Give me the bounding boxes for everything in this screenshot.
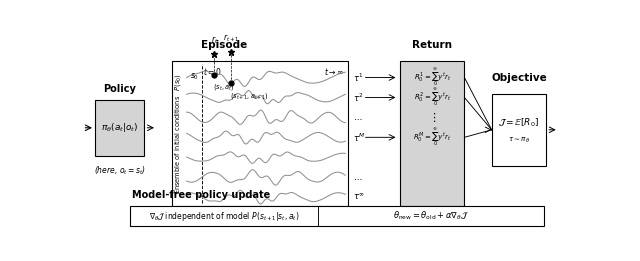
- Text: Policy: Policy: [103, 84, 136, 94]
- FancyBboxPatch shape: [492, 94, 547, 166]
- Text: $\theta_{\mathrm{new}} = \theta_{\mathrm{old}} + \alpha\nabla_\theta \mathcal{J}: $\theta_{\mathrm{new}} = \theta_{\mathrm…: [393, 210, 469, 222]
- FancyBboxPatch shape: [95, 100, 145, 156]
- Text: Return: Return: [412, 40, 452, 50]
- Text: $\tau \sim \pi_\theta$: $\tau \sim \pi_\theta$: [508, 136, 530, 145]
- Text: $t=0$: $t=0$: [202, 67, 221, 78]
- Text: $\tau^\infty$: $\tau^\infty$: [353, 192, 365, 203]
- Text: $R_0^M = \sum_0^{\infty} \gamma^t r_t$: $R_0^M = \sum_0^{\infty} \gamma^t r_t$: [413, 126, 451, 148]
- Text: $r_t$: $r_t$: [211, 35, 218, 46]
- Text: $R_0^2 = \sum_0^{\infty} \gamma^t r_t$: $R_0^2 = \sum_0^{\infty} \gamma^t r_t$: [413, 86, 451, 108]
- FancyBboxPatch shape: [172, 62, 348, 206]
- Text: $\nabla_\theta \mathcal{J}$ independent of model $P(s_{t+1}|s_t, a_t)$: $\nabla_\theta \mathcal{J}$ independent …: [148, 210, 299, 223]
- Text: Ensemble of initial conditions   $P(s_0)$: Ensemble of initial conditions $P(s_0)$: [173, 73, 183, 194]
- Text: $\cdots$: $\cdots$: [353, 113, 362, 122]
- FancyBboxPatch shape: [129, 206, 544, 226]
- Text: (here, $o_t = s_t$): (here, $o_t = s_t$): [93, 165, 146, 177]
- Text: $\tau^2$: $\tau^2$: [353, 91, 364, 104]
- Text: $(s_{t+1}, a_{t+1})$: $(s_{t+1}, a_{t+1})$: [230, 91, 269, 100]
- Text: $\mathcal{J} = \mathbb{E}[R_0]$: $\mathcal{J} = \mathbb{E}[R_0]$: [499, 116, 540, 129]
- Text: $\vdots$: $\vdots$: [428, 111, 436, 124]
- Text: Model-free policy update: Model-free policy update: [132, 190, 270, 200]
- Text: $t\to\infty$: $t\to\infty$: [324, 67, 344, 78]
- Text: $(s_t, a_t)$: $(s_t, a_t)$: [213, 82, 235, 92]
- Text: $\tau^M$: $\tau^M$: [353, 131, 365, 144]
- Text: Objective: Objective: [491, 73, 547, 82]
- Text: $\cdots$: $\cdots$: [353, 173, 362, 182]
- Text: $\tau^1$: $\tau^1$: [353, 71, 364, 84]
- Text: $s_0$: $s_0$: [191, 71, 200, 82]
- Text: $\pi_\theta(a_t|o_t)$: $\pi_\theta(a_t|o_t)$: [101, 121, 138, 134]
- FancyBboxPatch shape: [400, 62, 465, 206]
- Text: Episode: Episode: [202, 40, 248, 50]
- Text: $R_0^1 = \sum_0^{\infty} \gamma^t r_t$: $R_0^1 = \sum_0^{\infty} \gamma^t r_t$: [413, 67, 451, 88]
- Text: $r_{t+1}$: $r_{t+1}$: [223, 33, 239, 44]
